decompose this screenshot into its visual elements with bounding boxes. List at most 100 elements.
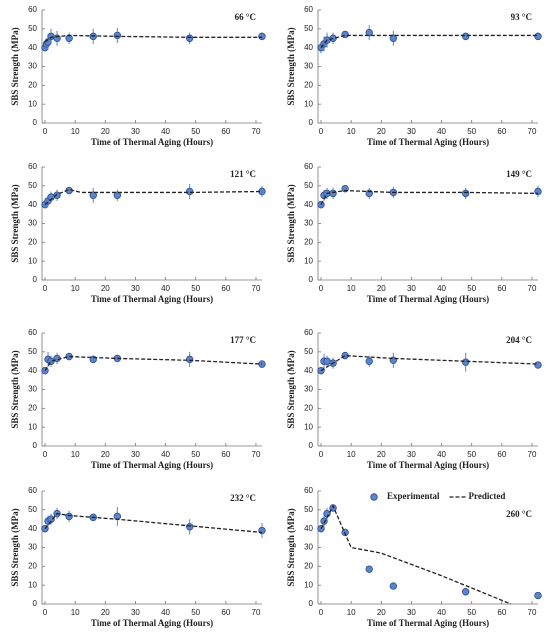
x-tick-label: 70 bbox=[252, 127, 261, 136]
x-tick-label: 60 bbox=[497, 608, 506, 617]
y-axis-label: SBS Strength (MPa) bbox=[10, 508, 20, 586]
y-tick-label: 60 bbox=[304, 5, 313, 14]
data-point bbox=[89, 191, 97, 199]
y-axis-label: SBS Strength (MPa) bbox=[10, 350, 20, 428]
y-tick-label: 30 bbox=[28, 543, 37, 552]
data-point bbox=[329, 189, 337, 198]
data-point bbox=[185, 523, 194, 531]
y-axis-label: SBS Strength (MPa) bbox=[10, 27, 20, 105]
y-tick-label: 10 bbox=[304, 580, 313, 589]
panel: 0 10 20 30 40 50 60 0 10 20 30 40 50 60 70 Time of Ther… bbox=[286, 162, 542, 304]
y-axis-label: SBS Strength (MPa) bbox=[286, 350, 296, 428]
x-tick-label: 0 bbox=[43, 127, 48, 136]
panel: 0 10 20 30 40 50 60 0 10 20 30 40 50 60 70 Time of Ther… bbox=[286, 486, 542, 628]
data-point bbox=[323, 357, 331, 365]
predicted-line bbox=[320, 34, 538, 49]
y-tick-label: 10 bbox=[28, 99, 37, 108]
x-tick-label: 10 bbox=[71, 608, 80, 617]
x-tick-label: 20 bbox=[101, 450, 110, 459]
x-tick-label: 20 bbox=[101, 608, 110, 617]
data-point bbox=[320, 517, 328, 525]
predicted-line bbox=[44, 512, 263, 534]
x-tick-label: 10 bbox=[347, 284, 356, 293]
y-tick-label: 20 bbox=[304, 403, 313, 412]
data-point bbox=[534, 361, 542, 369]
x-tick-label: 60 bbox=[497, 284, 506, 293]
panel: 0 10 20 30 40 50 60 0 10 20 30 40 50 60 70 Time of Ther… bbox=[10, 5, 266, 147]
annotation: 66 °C bbox=[235, 12, 256, 22]
panel: 0 10 20 30 40 50 60 0 10 20 30 40 50 60 70 Time of Ther… bbox=[10, 328, 266, 470]
y-tick-label: 20 bbox=[28, 80, 37, 89]
x-tick-label: 30 bbox=[131, 127, 140, 136]
x-tick-label: 40 bbox=[161, 450, 170, 459]
x-tick-label: 0 bbox=[43, 450, 48, 459]
y-tick-label: 50 bbox=[304, 505, 313, 514]
y-tick-label: 0 bbox=[309, 599, 314, 608]
x-tick-label: 70 bbox=[252, 284, 261, 293]
data-point bbox=[65, 512, 73, 521]
x-tick-label: 60 bbox=[497, 127, 506, 136]
y-tick-label: 40 bbox=[304, 524, 313, 533]
annotation: 204 °C bbox=[506, 335, 532, 345]
x-axis-label: Time of Thermal Aging (Hours) bbox=[367, 294, 489, 304]
y-tick-label: 20 bbox=[304, 561, 313, 570]
x-tick-label: 20 bbox=[101, 127, 110, 136]
x-tick-label: 70 bbox=[252, 608, 261, 617]
x-tick-label: 0 bbox=[319, 608, 324, 617]
x-tick-label: 10 bbox=[71, 450, 80, 459]
y-tick-label: 30 bbox=[304, 385, 313, 394]
predicted-line bbox=[320, 504, 512, 605]
y-tick-label: 10 bbox=[304, 99, 313, 108]
y-tick-label: 40 bbox=[28, 43, 37, 52]
x-tick-label: 60 bbox=[221, 450, 230, 459]
y-tick-label: 50 bbox=[304, 181, 313, 190]
x-tick-label: 60 bbox=[497, 450, 506, 459]
data-point bbox=[461, 358, 470, 366]
y-tick-label: 60 bbox=[28, 486, 37, 495]
data-point bbox=[461, 189, 470, 198]
x-tick-label: 20 bbox=[377, 284, 386, 293]
data-point bbox=[534, 187, 542, 196]
x-tick-label: 10 bbox=[347, 608, 356, 617]
x-tick-label: 10 bbox=[71, 284, 80, 293]
predicted-line bbox=[44, 34, 262, 43]
x-tick-label: 50 bbox=[467, 608, 476, 617]
x-axis-label: Time of Thermal Aging (Hours) bbox=[91, 618, 213, 628]
data-point bbox=[41, 366, 49, 375]
x-tick-label: 20 bbox=[377, 608, 386, 617]
x-axis-label: Time of Thermal Aging (Hours) bbox=[367, 618, 489, 628]
legend-marker bbox=[370, 493, 378, 501]
x-tick-label: 30 bbox=[131, 284, 140, 293]
data-point bbox=[365, 357, 373, 365]
x-tick-label: 70 bbox=[252, 450, 261, 459]
x-axis-label: Time of Thermal Aging (Hours) bbox=[91, 294, 213, 304]
x-tick-label: 50 bbox=[467, 284, 476, 293]
y-tick-label: 40 bbox=[304, 366, 313, 375]
data-point bbox=[185, 34, 194, 42]
y-tick-label: 60 bbox=[28, 162, 37, 171]
y-tick-label: 0 bbox=[33, 275, 38, 284]
y-tick-label: 0 bbox=[33, 118, 38, 127]
x-tick-label: 10 bbox=[71, 127, 80, 136]
data-point bbox=[185, 355, 194, 364]
data-point bbox=[365, 565, 373, 573]
y-tick-label: 10 bbox=[28, 580, 37, 589]
data-point bbox=[534, 32, 542, 41]
y-tick-label: 0 bbox=[33, 599, 38, 608]
legend-label: Predicted bbox=[469, 491, 506, 501]
x-axis-label: Time of Thermal Aging (Hours) bbox=[91, 460, 213, 470]
annotation: 149 °C bbox=[506, 169, 532, 179]
data-point bbox=[47, 32, 55, 41]
y-tick-label: 30 bbox=[28, 62, 37, 71]
x-tick-label: 50 bbox=[191, 284, 200, 293]
data-point bbox=[389, 582, 398, 590]
x-tick-label: 70 bbox=[528, 284, 537, 293]
data-point bbox=[53, 34, 61, 42]
data-point bbox=[47, 515, 55, 523]
x-tick-label: 40 bbox=[437, 127, 446, 136]
y-tick-label: 40 bbox=[28, 366, 37, 375]
annotation: 93 °C bbox=[511, 12, 532, 22]
y-axis-label: SBS Strength (MPa) bbox=[286, 508, 296, 586]
x-axis-label: Time of Thermal Aging (Hours) bbox=[91, 137, 213, 147]
